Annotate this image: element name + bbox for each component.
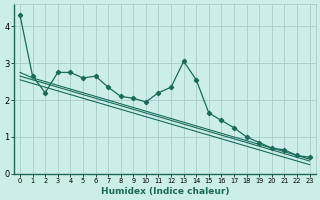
X-axis label: Humidex (Indice chaleur): Humidex (Indice chaleur): [100, 187, 229, 196]
